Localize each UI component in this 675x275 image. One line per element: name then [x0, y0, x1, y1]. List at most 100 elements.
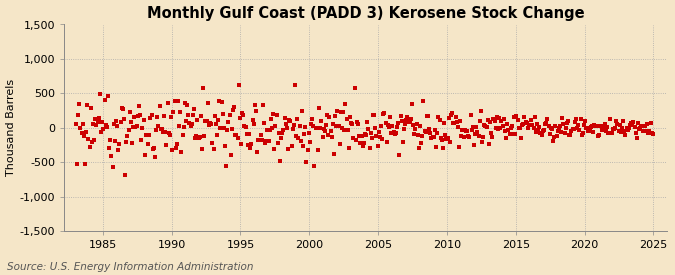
Point: [142, 142, 153, 146]
Point: [431, 145, 441, 149]
Point: [181, 119, 192, 123]
Text: Source: U.S. Energy Information Administration: Source: U.S. Energy Information Administ…: [7, 262, 253, 272]
Point: [417, 134, 428, 138]
Point: [495, 126, 506, 131]
Point: [513, 125, 524, 130]
Point: [199, 134, 210, 138]
Point: [477, 140, 487, 144]
Point: [398, 140, 408, 144]
Point: [369, 113, 379, 118]
Point: [245, 145, 256, 150]
Point: [580, 119, 591, 123]
Point: [559, 131, 570, 135]
Point: [575, 116, 586, 121]
Point: [557, 116, 568, 121]
Point: [511, 114, 522, 118]
Point: [519, 115, 530, 120]
Point: [404, 119, 415, 123]
Point: [288, 127, 298, 131]
Point: [363, 127, 374, 131]
Point: [443, 116, 454, 121]
Point: [618, 119, 628, 123]
Point: [206, 122, 217, 126]
Point: [329, 114, 340, 118]
Point: [593, 132, 604, 137]
Point: [434, 117, 445, 122]
Point: [248, 122, 259, 127]
Point: [508, 132, 518, 136]
Point: [591, 124, 602, 128]
Point: [265, 117, 276, 121]
Point: [529, 125, 539, 130]
Point: [127, 141, 138, 145]
Point: [310, 126, 321, 130]
Point: [74, 102, 84, 106]
Point: [238, 112, 249, 117]
Point: [314, 106, 325, 110]
Point: [468, 143, 479, 148]
Point: [117, 107, 128, 112]
Point: [424, 126, 435, 131]
Point: [284, 118, 294, 122]
Point: [265, 128, 275, 132]
Point: [497, 124, 508, 128]
Point: [221, 164, 232, 168]
Point: [368, 112, 379, 117]
Point: [155, 127, 166, 131]
Point: [356, 134, 367, 138]
Point: [389, 132, 400, 136]
Point: [113, 148, 124, 152]
Point: [184, 121, 195, 125]
Point: [502, 122, 512, 126]
Point: [566, 128, 577, 133]
Point: [215, 126, 226, 130]
Point: [157, 127, 167, 132]
Point: [180, 101, 190, 106]
Point: [124, 128, 134, 132]
Point: [293, 136, 304, 140]
Point: [136, 138, 146, 142]
Point: [392, 125, 402, 129]
Point: [593, 134, 603, 138]
Point: [278, 128, 289, 132]
Point: [529, 114, 540, 119]
Point: [533, 128, 543, 132]
Point: [380, 121, 391, 126]
Point: [213, 118, 223, 122]
Point: [242, 143, 253, 147]
Point: [378, 111, 389, 116]
Point: [466, 128, 477, 132]
Point: [240, 125, 251, 129]
Point: [570, 117, 581, 121]
Point: [486, 131, 497, 136]
Point: [457, 128, 468, 132]
Point: [276, 136, 287, 140]
Point: [222, 128, 233, 133]
Point: [354, 134, 364, 138]
Point: [437, 138, 448, 142]
Point: [401, 118, 412, 123]
Point: [158, 130, 169, 134]
Point: [360, 131, 371, 136]
Point: [344, 145, 354, 150]
Point: [547, 139, 558, 143]
Point: [542, 117, 553, 121]
Point: [586, 124, 597, 129]
Point: [583, 129, 594, 133]
Point: [637, 129, 648, 134]
Point: [444, 140, 455, 144]
Point: [606, 131, 617, 135]
Point: [520, 120, 531, 124]
Point: [355, 140, 366, 145]
Point: [70, 121, 81, 126]
Point: [402, 115, 413, 119]
Point: [108, 122, 119, 126]
Point: [90, 117, 101, 122]
Point: [298, 144, 308, 148]
Point: [122, 134, 133, 138]
Point: [381, 140, 392, 144]
Point: [96, 130, 107, 135]
Point: [479, 123, 489, 128]
Point: [616, 125, 627, 130]
Point: [325, 129, 336, 133]
